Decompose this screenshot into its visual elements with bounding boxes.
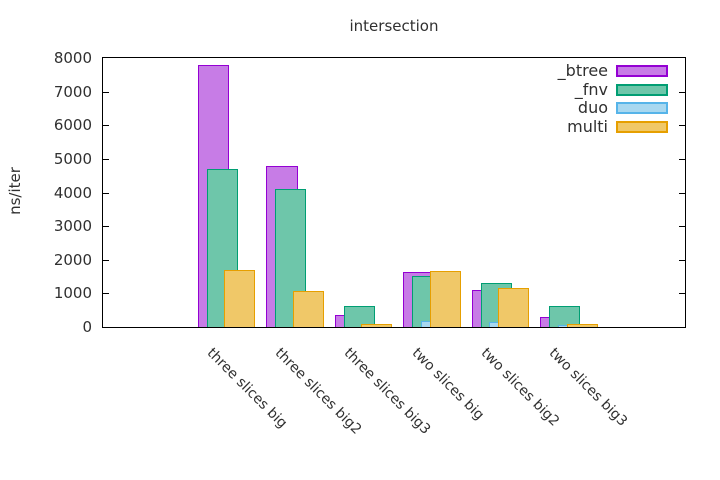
legend-swatch-duo <box>616 102 668 115</box>
bar-fnv-6 <box>549 306 581 327</box>
y-tick-label: 4000 <box>53 183 92 202</box>
y-tick-mark-left <box>103 226 109 228</box>
bar-fnv-2 <box>275 189 307 327</box>
chart-title: intersection <box>349 17 439 35</box>
bar-fnv-3 <box>343 306 375 327</box>
y-tick-mark-right <box>679 259 685 261</box>
y-tick-mark-left <box>103 91 109 93</box>
y-tick-mark-left <box>103 125 109 127</box>
y-tick-label: 2000 <box>53 250 92 269</box>
y-tick-mark-left <box>103 158 109 160</box>
legend-label: _fnv <box>574 79 608 99</box>
bar-multi-1 <box>224 269 256 327</box>
bar-multi-4 <box>429 271 461 327</box>
y-tick-label: 6000 <box>53 116 92 135</box>
y-tick-mark-left <box>103 293 109 295</box>
bar-multi-5 <box>498 288 530 327</box>
legend-label: _btree <box>557 61 608 80</box>
legend-swatch-fnv <box>616 83 668 96</box>
legend-label: multi <box>567 116 608 136</box>
y-tick-mark-right <box>679 158 685 160</box>
y-tick-mark-left <box>103 259 109 261</box>
bar-multi-3 <box>361 323 393 327</box>
y-tick-mark-left <box>103 192 109 194</box>
y-tick-mark-right <box>679 91 685 93</box>
legend-swatch-multi <box>616 120 668 133</box>
legend-label: duo <box>577 98 608 118</box>
y-tick-mark-right <box>679 293 685 295</box>
y-tick-label: 8000 <box>53 49 92 67</box>
y-tick-label: 0 <box>82 318 92 336</box>
y-tick-mark-right <box>679 226 685 228</box>
x-tick-label: two slices big <box>408 345 488 424</box>
y-tick-label: 5000 <box>53 149 92 168</box>
bar-multi-6 <box>566 323 598 327</box>
y-tick-mark-right <box>679 125 685 127</box>
bar-multi-2 <box>292 290 324 327</box>
y-tick-label: 3000 <box>53 217 92 236</box>
legend-swatch-btree <box>616 65 668 77</box>
y-tick-mark-right <box>679 192 685 194</box>
y-tick-label: 1000 <box>53 284 92 303</box>
y-tick-label: 7000 <box>53 82 92 101</box>
